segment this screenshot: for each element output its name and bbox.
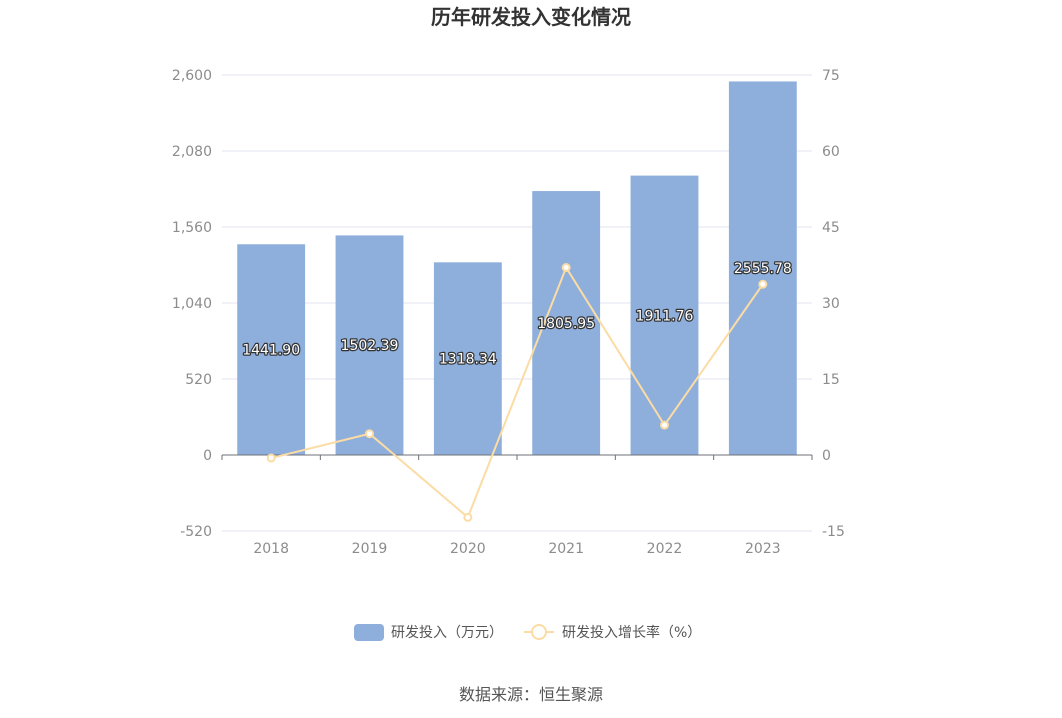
line-point bbox=[660, 420, 669, 430]
legend-label-line: 研发投入增长率（%） bbox=[562, 624, 701, 641]
legend-label-bar: 研发投入（万元） bbox=[391, 625, 503, 641]
line-point bbox=[758, 279, 768, 289]
y-right-tick-label: 15 bbox=[822, 372, 840, 388]
bar bbox=[335, 235, 404, 455]
bar bbox=[237, 244, 306, 455]
bar bbox=[728, 81, 797, 455]
y-right-tick-label: 30 bbox=[822, 296, 840, 312]
bar-data-label: 1805.95 bbox=[537, 316, 595, 332]
x-tick-label: 2023 bbox=[745, 541, 781, 557]
bar-data-label: 1911.76 bbox=[636, 308, 694, 324]
y-right-tick-label: -15 bbox=[822, 524, 845, 540]
bar-labels: 1441.90 1502.39 1318.34 1805.95 1911.76 2555.… bbox=[241, 260, 793, 369]
left-axis: -520 0 520 1,040 1,560 2,080 2,600 bbox=[172, 68, 212, 540]
legend: 研发投入（万元） 研发投入增长率（%） bbox=[354, 624, 701, 641]
legend-swatch-bar bbox=[354, 624, 384, 641]
source-text: 数据来源：恒生聚源 bbox=[459, 685, 603, 704]
x-axis: 2018 2019 2020 2021 2022 2023 bbox=[221, 454, 813, 557]
y-left-tick-label: -520 bbox=[180, 524, 212, 540]
x-tick-label: 2022 bbox=[647, 541, 683, 557]
chart-title: 历年研发投入变化情况 bbox=[431, 5, 631, 29]
bar-data-label: 1441.90 bbox=[242, 343, 300, 359]
bar-data-label: 2555.78 bbox=[734, 261, 792, 277]
legend-swatch-line-marker bbox=[531, 624, 547, 640]
line-point bbox=[266, 453, 276, 463]
y-left-tick-label: 520 bbox=[185, 372, 212, 388]
y-left-tick-label: 2,080 bbox=[172, 144, 212, 160]
line-point bbox=[365, 429, 374, 439]
grid bbox=[222, 74, 812, 532]
x-tick-label: 2020 bbox=[450, 541, 486, 557]
bar bbox=[433, 262, 502, 455]
y-right-tick-label: 75 bbox=[822, 68, 840, 84]
bar bbox=[630, 175, 699, 455]
y-left-tick-label: 0 bbox=[203, 448, 212, 464]
x-tick-label: 2021 bbox=[548, 541, 584, 557]
y-left-tick-label: 1,560 bbox=[172, 220, 212, 236]
growth-line bbox=[270, 265, 764, 519]
y-left-tick-label: 2,600 bbox=[172, 68, 212, 84]
bar-series bbox=[237, 81, 797, 455]
y-right-tick-label: 60 bbox=[822, 144, 840, 160]
y-right-tick-label: 45 bbox=[822, 220, 840, 236]
bar-data-label: 1502.39 bbox=[341, 338, 399, 354]
x-tick-label: 2018 bbox=[253, 541, 289, 557]
right-axis: -15 0 15 30 45 60 75 bbox=[822, 68, 845, 540]
x-tick-label: 2019 bbox=[352, 541, 388, 557]
bar-data-label: 1318.34 bbox=[439, 352, 497, 368]
line-series bbox=[266, 263, 768, 522]
line-point bbox=[463, 512, 473, 522]
line-point bbox=[561, 263, 571, 273]
y-left-tick-label: 1,040 bbox=[172, 296, 212, 312]
y-right-tick-label: 0 bbox=[822, 448, 831, 464]
